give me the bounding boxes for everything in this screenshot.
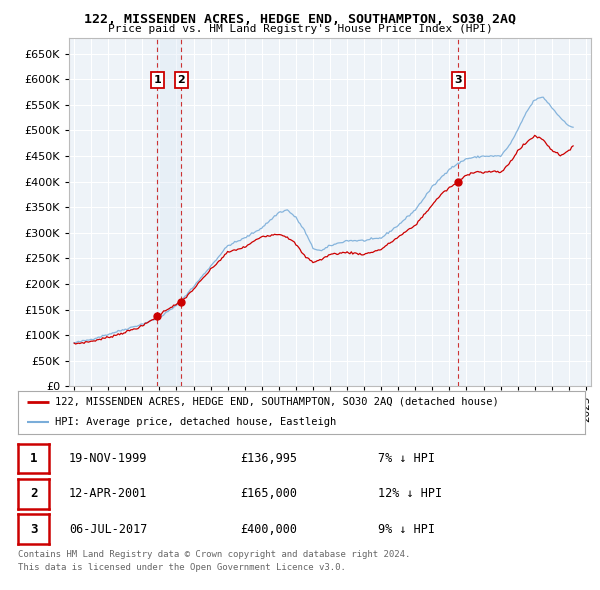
Text: 1: 1 <box>30 452 37 465</box>
Text: £400,000: £400,000 <box>240 523 297 536</box>
Text: £136,995: £136,995 <box>240 452 297 465</box>
Text: 3: 3 <box>454 75 462 85</box>
Text: 12% ↓ HPI: 12% ↓ HPI <box>378 487 442 500</box>
Text: 12-APR-2001: 12-APR-2001 <box>69 487 148 500</box>
Text: 2: 2 <box>30 487 37 500</box>
Text: 122, MISSENDEN ACRES, HEDGE END, SOUTHAMPTON, SO30 2AQ: 122, MISSENDEN ACRES, HEDGE END, SOUTHAM… <box>84 13 516 26</box>
Text: 1: 1 <box>154 75 161 85</box>
Text: 06-JUL-2017: 06-JUL-2017 <box>69 523 148 536</box>
Text: 122, MISSENDEN ACRES, HEDGE END, SOUTHAMPTON, SO30 2AQ (detached house): 122, MISSENDEN ACRES, HEDGE END, SOUTHAM… <box>55 397 499 407</box>
Text: 3: 3 <box>30 523 37 536</box>
Bar <box>157 38 181 386</box>
Text: 2: 2 <box>178 75 185 85</box>
Text: £165,000: £165,000 <box>240 487 297 500</box>
Text: 7% ↓ HPI: 7% ↓ HPI <box>378 452 435 465</box>
Text: Price paid vs. HM Land Registry's House Price Index (HPI): Price paid vs. HM Land Registry's House … <box>107 24 493 34</box>
Text: 19-NOV-1999: 19-NOV-1999 <box>69 452 148 465</box>
Text: Contains HM Land Registry data © Crown copyright and database right 2024.: Contains HM Land Registry data © Crown c… <box>18 550 410 559</box>
Text: This data is licensed under the Open Government Licence v3.0.: This data is licensed under the Open Gov… <box>18 563 346 572</box>
Text: 9% ↓ HPI: 9% ↓ HPI <box>378 523 435 536</box>
Text: HPI: Average price, detached house, Eastleigh: HPI: Average price, detached house, East… <box>55 417 336 427</box>
